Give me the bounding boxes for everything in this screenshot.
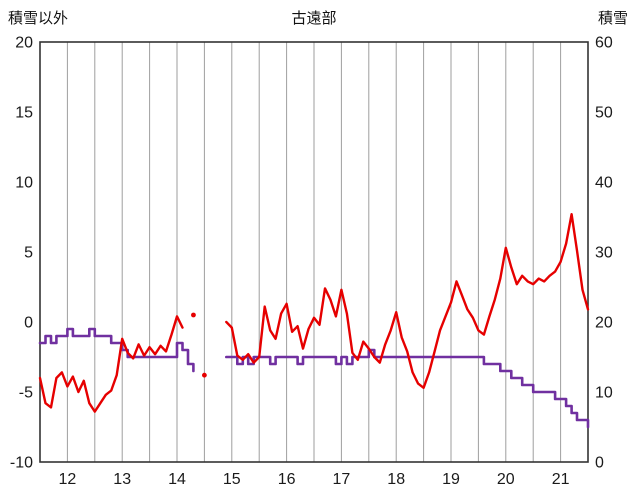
non-snow-line-point: [191, 312, 196, 318]
non-snow-line-path: [225, 213, 590, 389]
non-snow-line: [38, 213, 590, 413]
plot-frame: [39, 41, 589, 463]
non-snow-line-path: [38, 315, 184, 413]
x-axis-tick: 15: [223, 471, 241, 488]
x-axis-tick: 13: [113, 471, 131, 488]
gridlines: [66, 42, 562, 462]
left-axis-tick: 0: [24, 315, 33, 332]
right-axis-tick: 60: [595, 35, 613, 52]
snow-depth-line-path: [225, 348, 590, 429]
left-axis-tick: 5: [24, 245, 33, 262]
left-axis-tick: 15: [15, 105, 33, 122]
x-axis-tick: 20: [497, 471, 515, 488]
x-axis-tick: 16: [278, 471, 296, 488]
x-axis-tick: 12: [59, 471, 77, 488]
x-axis-tick: 19: [442, 471, 460, 488]
right-axis-tick: 10: [595, 385, 613, 402]
right-axis-tick: 0: [595, 455, 604, 472]
x-axis-tick: 14: [168, 471, 186, 488]
left-axis-tick: 20: [15, 35, 33, 52]
x-axis-tick: 17: [333, 471, 351, 488]
non-snow-line-point: [202, 372, 207, 378]
right-axis-tick: 40: [595, 175, 613, 192]
snow-depth-line-path: [38, 327, 195, 373]
left-axis-label: 積雪以外: [8, 10, 69, 27]
left-axis-tick: -10: [10, 455, 33, 472]
x-axis-tick: 18: [387, 471, 405, 488]
right-axis-tick: 50: [595, 105, 613, 122]
right-axis-tick: 20: [595, 315, 613, 332]
right-axis-label: 積雪: [597, 10, 628, 27]
snow-depth-line: [38, 327, 590, 429]
left-axis-tick: -5: [19, 385, 33, 402]
chart-title: 古遠部: [291, 10, 337, 27]
x-axis-tick: 21: [552, 471, 570, 488]
right-axis-tick: 30: [595, 245, 613, 262]
left-axis-tick: 10: [15, 175, 33, 192]
